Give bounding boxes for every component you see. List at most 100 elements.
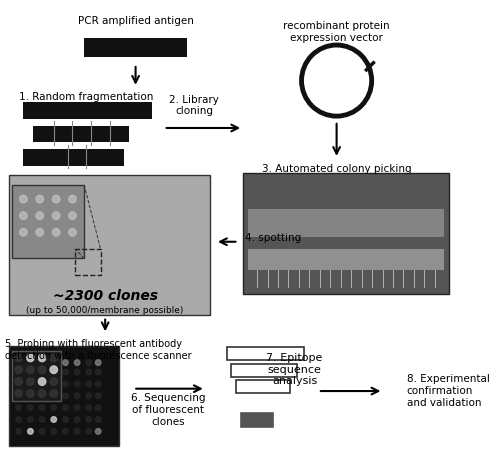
Circle shape	[51, 360, 57, 365]
Circle shape	[74, 393, 80, 399]
Circle shape	[68, 212, 76, 219]
Bar	[72, 149, 124, 166]
Circle shape	[20, 212, 27, 219]
Bar	[12, 185, 84, 258]
Circle shape	[26, 378, 34, 385]
Circle shape	[86, 417, 92, 422]
Circle shape	[96, 417, 101, 422]
Circle shape	[74, 381, 80, 387]
Bar	[248, 209, 444, 237]
Circle shape	[96, 369, 101, 375]
Circle shape	[26, 390, 34, 397]
Text: 4. spotting: 4. spotting	[246, 233, 302, 243]
Bar	[10, 346, 119, 446]
Circle shape	[96, 360, 101, 365]
Circle shape	[16, 417, 22, 422]
Circle shape	[62, 417, 68, 422]
Circle shape	[38, 390, 46, 397]
Circle shape	[74, 369, 80, 375]
Circle shape	[28, 393, 33, 399]
Circle shape	[74, 428, 80, 434]
Circle shape	[51, 417, 57, 422]
Bar	[24, 149, 89, 166]
Circle shape	[68, 195, 76, 203]
Circle shape	[51, 369, 57, 375]
Circle shape	[96, 428, 101, 434]
Circle shape	[52, 195, 60, 203]
Circle shape	[16, 360, 22, 365]
Circle shape	[40, 428, 45, 434]
Circle shape	[40, 360, 45, 365]
Text: 2. Library
cloning: 2. Library cloning	[169, 94, 219, 116]
Circle shape	[62, 360, 68, 365]
Circle shape	[62, 428, 68, 434]
Circle shape	[15, 390, 22, 397]
Circle shape	[16, 428, 22, 434]
Bar	[241, 413, 274, 427]
Circle shape	[50, 354, 58, 362]
Circle shape	[40, 381, 45, 387]
Circle shape	[16, 381, 22, 387]
Circle shape	[51, 428, 57, 434]
Circle shape	[40, 393, 45, 399]
Circle shape	[52, 228, 60, 236]
Bar	[232, 364, 297, 377]
Circle shape	[28, 417, 33, 422]
Circle shape	[50, 390, 58, 397]
Circle shape	[86, 405, 92, 410]
Bar	[226, 347, 304, 360]
Circle shape	[51, 393, 57, 399]
Circle shape	[28, 360, 33, 365]
Circle shape	[86, 428, 92, 434]
Circle shape	[26, 366, 34, 374]
Bar	[248, 249, 444, 270]
Text: 8. Experimental
confirmation
and validation: 8. Experimental confirmation and validat…	[406, 374, 490, 408]
Text: (up to 50,000/membrane possible): (up to 50,000/membrane possible)	[26, 306, 184, 315]
Bar	[68, 126, 128, 142]
Text: 1. Random fragmentation: 1. Random fragmentation	[18, 92, 153, 102]
Bar	[24, 102, 80, 118]
Text: 7. Epitope
sequence
analysis: 7. Epitope sequence analysis	[266, 353, 322, 386]
Circle shape	[38, 366, 46, 374]
Text: 6. Sequencing
of fluorescent
clones: 6. Sequencing of fluorescent clones	[131, 393, 206, 427]
Circle shape	[86, 360, 92, 365]
Circle shape	[96, 393, 101, 399]
Circle shape	[16, 405, 22, 410]
Circle shape	[20, 195, 27, 203]
Circle shape	[62, 393, 68, 399]
Circle shape	[38, 378, 46, 385]
Circle shape	[40, 417, 45, 422]
Circle shape	[28, 381, 33, 387]
Circle shape	[40, 369, 45, 375]
Circle shape	[86, 381, 92, 387]
Circle shape	[28, 369, 33, 375]
Circle shape	[74, 417, 80, 422]
Text: ~2300 clones: ~2300 clones	[52, 289, 158, 303]
Bar	[10, 175, 210, 315]
Circle shape	[96, 405, 101, 410]
Circle shape	[86, 393, 92, 399]
Circle shape	[15, 378, 22, 385]
Bar	[236, 380, 290, 393]
Circle shape	[51, 381, 57, 387]
Bar	[91, 102, 152, 118]
Circle shape	[50, 366, 58, 374]
Circle shape	[51, 405, 57, 410]
Bar	[12, 351, 61, 401]
Circle shape	[62, 369, 68, 375]
Circle shape	[96, 381, 101, 387]
Circle shape	[50, 378, 58, 385]
Circle shape	[16, 393, 22, 399]
Bar	[84, 38, 187, 57]
Circle shape	[40, 405, 45, 410]
Bar	[75, 249, 100, 275]
Text: PCR amplified antigen: PCR amplified antigen	[78, 16, 194, 26]
Bar	[32, 126, 84, 142]
Circle shape	[36, 195, 44, 203]
Bar	[243, 173, 449, 294]
Circle shape	[62, 381, 68, 387]
Circle shape	[20, 228, 27, 236]
Text: 3. Automated colony picking: 3. Automated colony picking	[262, 164, 412, 173]
Text: recombinant protein
expression vector: recombinant protein expression vector	[284, 21, 390, 43]
Circle shape	[38, 354, 46, 362]
